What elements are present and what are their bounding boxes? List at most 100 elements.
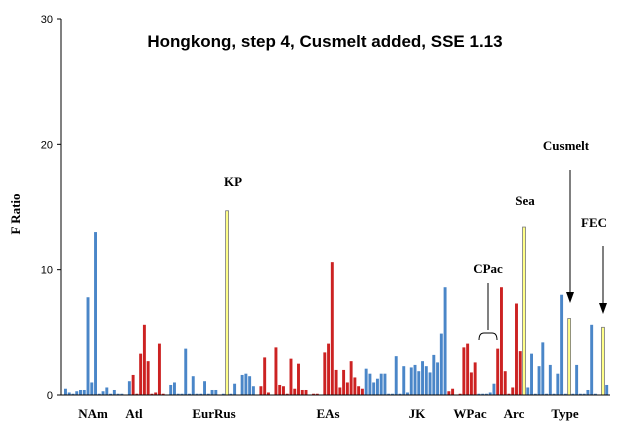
bar-red (447, 391, 451, 395)
bar-blue (406, 392, 409, 395)
bar-red (315, 393, 319, 395)
bar-blue (199, 393, 203, 395)
bar-blue (221, 393, 225, 395)
group-label-type: Type (551, 406, 578, 421)
bar-blue (571, 393, 575, 395)
bar-red (360, 388, 364, 395)
bar-blue (443, 287, 447, 395)
bar-red (330, 262, 334, 395)
bar-blue (556, 373, 560, 395)
bar-red (266, 392, 270, 395)
annotation-fec: FEC (581, 215, 607, 230)
bar-blue (372, 382, 376, 395)
bar-blue (530, 353, 533, 395)
group-label-eurrus: EurRus (192, 406, 235, 421)
bar-blue (169, 384, 173, 395)
bar-blue (97, 393, 101, 395)
bar-blue (421, 361, 424, 395)
y-tick-label: 20 (41, 139, 53, 151)
cusmelt-arrow-head (566, 292, 574, 303)
bar-blue (101, 391, 105, 395)
bar-red (500, 287, 503, 395)
bar-blue (402, 366, 406, 395)
bar-red (300, 389, 304, 395)
bar-yellow (522, 226, 526, 396)
bar-red (353, 377, 357, 395)
bar-blue (537, 366, 541, 395)
bar-blue (575, 364, 579, 395)
bar-blue (541, 342, 545, 395)
bar-red (507, 393, 511, 395)
bar-blue (492, 383, 496, 395)
bar-blue (240, 374, 244, 395)
bar-red (334, 369, 338, 395)
bar-yellow (225, 210, 229, 396)
bar-blue (368, 373, 372, 395)
bar-blue (203, 381, 206, 395)
bar-yellow (567, 318, 571, 396)
bar-red (515, 303, 518, 395)
bar-red (131, 374, 135, 395)
bar-blue (180, 393, 184, 395)
bar-blue (75, 391, 79, 395)
bar-blue (379, 373, 383, 395)
bar-red (297, 363, 300, 395)
chart-title: Hongkong, step 4, Cusmelt added, SSE 1.1… (147, 32, 502, 51)
bar-blue (71, 393, 75, 395)
group-labels: NAm Atl EurRus EAs JK WPac Arc Type (78, 406, 579, 421)
bar-blue (383, 373, 387, 395)
bar-blue (116, 393, 120, 395)
bar-red (338, 387, 342, 395)
bar-blue (605, 384, 609, 395)
bar-blue (484, 393, 488, 395)
bar-blue (563, 393, 567, 395)
annotation-cusmelt: Cusmelt (543, 138, 590, 153)
group-label-eas: EAs (316, 406, 339, 421)
bar-red (146, 361, 150, 395)
bar-red (312, 393, 315, 395)
bar-red (259, 386, 263, 395)
group-label-wpac: WPac (453, 406, 486, 421)
bar-red (289, 358, 293, 395)
bar-blue (105, 387, 109, 395)
bar-blue (364, 368, 368, 395)
bar-blue (375, 378, 379, 395)
bar-red (285, 393, 289, 395)
annotations: KP CPac Sea Cusmelt FEC (224, 138, 607, 341)
bar-blue (210, 389, 214, 395)
bar-blue (417, 371, 421, 395)
bar-red (139, 353, 143, 395)
bar-blue (79, 389, 82, 395)
bar-blue (413, 364, 417, 395)
bar-blue (424, 366, 428, 395)
bar-blue (176, 393, 180, 395)
bar-blue (67, 392, 71, 395)
bar-blue (64, 388, 67, 395)
bar-blue (214, 389, 218, 395)
y-tick-label: 30 (41, 14, 53, 26)
bar-blue (188, 393, 191, 395)
bar-red (503, 371, 507, 395)
axes-layer: 0 10 20 30 (41, 14, 610, 402)
bar-blue (439, 333, 443, 395)
bar-red (161, 393, 165, 395)
bar-blue (533, 393, 537, 395)
bar-blue (387, 393, 391, 395)
bar-blue (545, 393, 549, 395)
bar-blue (578, 393, 582, 395)
bar-blue (526, 387, 530, 395)
bar-red (458, 393, 462, 395)
bar-red (451, 388, 455, 395)
bar-blue (109, 393, 113, 395)
bar-red (466, 343, 470, 395)
bar-red (349, 361, 353, 395)
group-label-atl: Atl (125, 406, 143, 421)
group-label-arc: Arc (504, 406, 525, 421)
bar-red (282, 386, 285, 395)
bar-blue (586, 389, 590, 395)
bar-yellow (601, 326, 605, 396)
bar-red (157, 343, 161, 395)
bar-blue (582, 393, 586, 395)
bar-blue (394, 356, 398, 395)
